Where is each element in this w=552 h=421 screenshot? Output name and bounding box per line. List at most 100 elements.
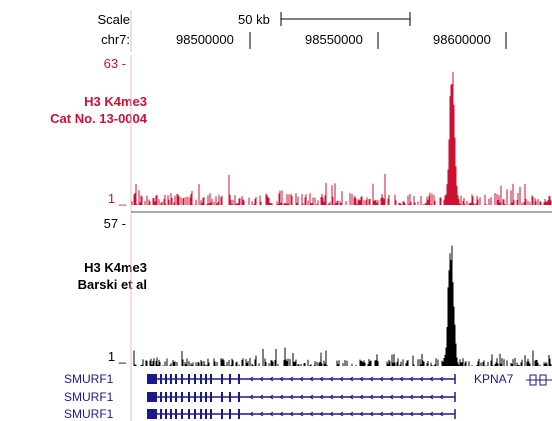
gene-utr-block <box>147 392 157 402</box>
strand-arrow <box>389 376 394 382</box>
strand-arrow <box>379 376 384 382</box>
gene-exon <box>160 374 162 384</box>
strand-arrow <box>369 394 374 400</box>
strand-arrow <box>399 394 404 400</box>
strand-arrow <box>309 376 314 382</box>
strand-arrow <box>289 394 294 400</box>
strand-arrow <box>409 394 414 400</box>
gene-exon <box>165 409 167 419</box>
gene-exon <box>238 392 240 402</box>
gene-exon <box>221 374 223 384</box>
track1-label-line2: Cat No. 13-0004 <box>50 111 147 126</box>
gene-exon <box>200 374 202 384</box>
track2-max-label: 57 - <box>103 216 126 231</box>
strand-arrow <box>299 376 304 382</box>
gene-utr-block <box>147 409 157 419</box>
gene-exon <box>205 392 207 402</box>
strand-arrow <box>369 411 374 417</box>
strand-arrow <box>309 394 314 400</box>
gene-models <box>147 374 552 419</box>
gene-exon <box>210 409 212 419</box>
coord-98500000: 98500000 <box>176 32 234 47</box>
strand-arrow <box>419 394 424 400</box>
strand-arrow <box>349 394 354 400</box>
strand-arrow <box>279 376 284 382</box>
gene-label-smurf1-3[interactable]: SMURF1 <box>64 407 114 421</box>
track2-label-line2: Barski et al <box>77 277 147 292</box>
strand-arrow <box>389 411 394 417</box>
strand-arrow <box>359 376 364 382</box>
strand-arrow <box>349 411 354 417</box>
coord-98600000: 98600000 <box>433 32 491 47</box>
gene-exon <box>188 409 190 419</box>
strand-arrow <box>439 376 444 382</box>
strand-arrow <box>259 411 264 417</box>
strand-arrow <box>269 394 274 400</box>
gene-exon <box>165 392 167 402</box>
strand-arrow <box>339 376 344 382</box>
strand-arrow <box>429 394 434 400</box>
gene-utr-block <box>147 374 157 384</box>
gene-label-smurf1-1[interactable]: SMURF1 <box>64 372 114 386</box>
strand-arrow <box>359 411 364 417</box>
strand-arrow <box>319 376 324 382</box>
strand-arrow <box>299 394 304 400</box>
strand-arrow <box>439 411 444 417</box>
strand-arrow <box>379 394 384 400</box>
track1-min-label: 1 _ <box>107 191 126 206</box>
track2-min-label: 1 _ <box>107 349 126 364</box>
strand-arrow <box>329 411 334 417</box>
strand-arrow <box>429 411 434 417</box>
strand-arrow <box>249 376 254 382</box>
strand-arrow <box>299 411 304 417</box>
gene-exon <box>200 392 202 402</box>
gene-exon <box>194 374 196 384</box>
gene-exon <box>221 409 223 419</box>
gene-exon <box>205 374 207 384</box>
gene-exon <box>194 392 196 402</box>
gene-exon <box>205 409 207 419</box>
strand-arrow <box>399 376 404 382</box>
strand-arrow <box>439 394 444 400</box>
gene-exon <box>175 409 177 419</box>
gene-exon <box>175 392 177 402</box>
track1-max-label: 63 - <box>103 56 126 71</box>
strand-arrow <box>349 376 354 382</box>
strand-arrow <box>329 394 334 400</box>
gene-exon <box>221 392 223 402</box>
strand-arrow <box>419 376 424 382</box>
gene-exon <box>175 374 177 384</box>
strand-arrow <box>279 411 284 417</box>
strand-arrow <box>269 376 274 382</box>
coord-98550000: 98550000 <box>305 32 363 47</box>
gene-label-smurf1-2[interactable]: SMURF1 <box>64 390 114 404</box>
chrom-label: chr7: <box>101 32 130 47</box>
gene-exon <box>181 374 183 384</box>
strand-arrow <box>259 394 264 400</box>
gene-label-kpna7[interactable]: KPNA7 <box>474 372 514 386</box>
scale-label: Scale <box>97 12 130 27</box>
strand-arrow <box>279 394 284 400</box>
gene-exon <box>170 409 172 419</box>
strand-arrow <box>339 394 344 400</box>
strand-arrow <box>409 376 414 382</box>
strand-arrow <box>249 411 254 417</box>
gene-exon <box>188 392 190 402</box>
strand-arrow <box>269 411 274 417</box>
strand-arrow <box>409 411 414 417</box>
strand-arrow <box>289 376 294 382</box>
gene-exon <box>210 392 212 402</box>
strand-arrow <box>339 411 344 417</box>
strand-arrow <box>249 394 254 400</box>
gene-exon <box>181 392 183 402</box>
strand-arrow <box>369 376 374 382</box>
strand-arrow <box>389 394 394 400</box>
gene-exon <box>194 409 196 419</box>
strand-arrow <box>429 376 434 382</box>
strand-arrow <box>379 411 384 417</box>
strand-arrow <box>359 394 364 400</box>
gene-exon <box>170 374 172 384</box>
gene-exon <box>165 374 167 384</box>
strand-arrow <box>319 394 324 400</box>
